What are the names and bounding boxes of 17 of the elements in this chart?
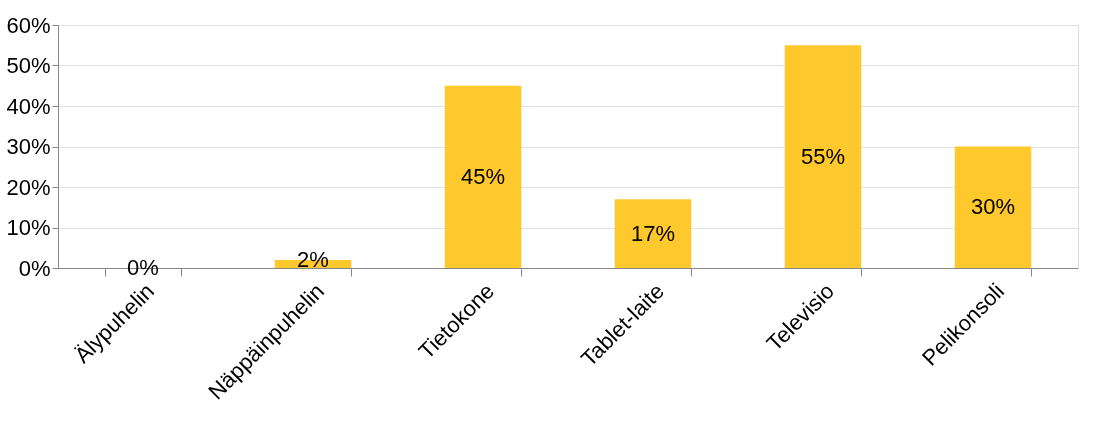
y-tick-label: 20% [6, 174, 51, 200]
data-label: 0% [127, 255, 159, 280]
y-tick-label: 50% [6, 53, 51, 78]
data-label: 55% [800, 143, 846, 169]
y-tick-label: 10% [6, 215, 51, 240]
bar [784, 45, 862, 268]
data-label: 30% [970, 194, 1016, 220]
data-label: 45% [460, 163, 506, 189]
y-tick-label: 0% [18, 255, 51, 281]
bar [614, 199, 692, 268]
bar [444, 85, 522, 268]
bar [954, 146, 1032, 268]
data-label: 17% [630, 220, 676, 246]
y-tick-label: 40% [6, 93, 51, 119]
y-tick-label: 60% [6, 12, 51, 38]
y-tick-label: 30% [6, 134, 51, 159]
data-label: 2% [297, 246, 329, 272]
